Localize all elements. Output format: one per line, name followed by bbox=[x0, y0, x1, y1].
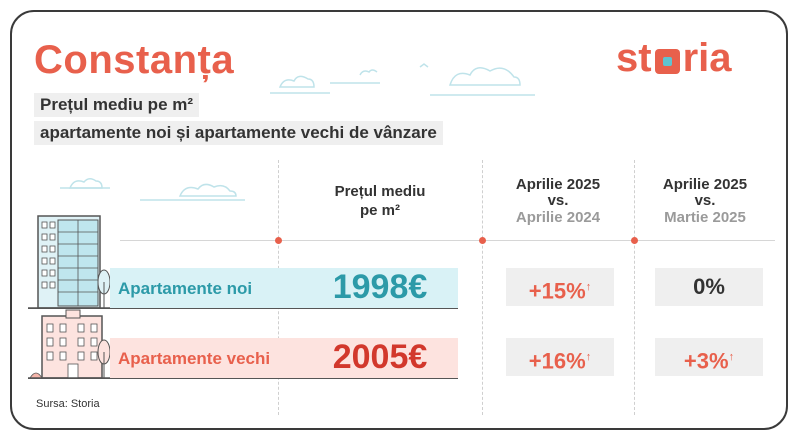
column-header-price-line1: Prețul mediu bbox=[334, 183, 426, 200]
storia-logo: st r ia bbox=[616, 36, 732, 81]
cloud-icon bbox=[60, 178, 245, 201]
row-label-vechi: Apartamente vechi bbox=[118, 349, 271, 368]
row-price-noi: 1998€ bbox=[332, 268, 428, 306]
tree-icon bbox=[97, 339, 111, 378]
logo-square-icon bbox=[654, 49, 680, 74]
column-header-mom-line2: vs. bbox=[694, 192, 716, 209]
divider-dot bbox=[275, 237, 282, 244]
city-title: Constanța bbox=[34, 38, 235, 82]
column-header-mom: Aprilie 2025 vs. Martie 2025 bbox=[642, 175, 768, 227]
header-divider bbox=[120, 240, 775, 241]
row-yoy-vechi-value: +16% bbox=[528, 348, 586, 374]
column-header-mom-line1: Aprilie 2025 bbox=[662, 176, 748, 193]
subtitle-line2: apartamente noi și apartamente vechi de … bbox=[34, 121, 443, 145]
column-header-yoy-line3: Aprilie 2024 bbox=[515, 209, 601, 226]
row-underline bbox=[28, 378, 458, 379]
column-header-yoy-line2: vs. bbox=[547, 192, 569, 209]
column-header-price: Prețul mediu pe m² bbox=[300, 182, 460, 220]
row-band-noi bbox=[110, 268, 458, 308]
source-note: Sursa: Storia bbox=[36, 398, 100, 410]
row-mom-vechi: +3%↑ bbox=[655, 338, 763, 376]
column-divider bbox=[482, 160, 483, 415]
column-header-yoy: Aprilie 2025 vs. Aprilie 2024 bbox=[490, 175, 626, 227]
arrow-up-icon: ↑ bbox=[585, 351, 592, 363]
column-header-yoy-line1: Aprilie 2025 bbox=[515, 176, 601, 193]
row-mom-vechi-value: +3% bbox=[683, 348, 729, 374]
column-divider bbox=[634, 160, 635, 415]
row-yoy-noi-value: +15% bbox=[528, 278, 586, 304]
row-label-noi: Apartamente noi bbox=[118, 279, 253, 298]
row-yoy-noi: +15%↑ bbox=[506, 268, 614, 306]
divider-dot bbox=[631, 237, 638, 244]
row-mom-noi: 0% bbox=[655, 268, 763, 306]
row-band-vechi bbox=[110, 338, 458, 378]
divider-dot bbox=[479, 237, 486, 244]
row-underline bbox=[28, 308, 458, 309]
column-header-mom-line3: Martie 2025 bbox=[664, 209, 746, 226]
row-mom-noi-value: 0% bbox=[693, 274, 725, 299]
logo-text-part1: st bbox=[616, 36, 652, 80]
apartment-building-new-icon bbox=[28, 215, 113, 309]
arrow-up-icon: ↑ bbox=[585, 281, 592, 293]
logo-text-part2: r bbox=[682, 36, 699, 80]
row-price-vechi: 2005€ bbox=[332, 338, 428, 376]
row-yoy-vechi: +16%↑ bbox=[506, 338, 614, 376]
cloud-icon bbox=[270, 63, 535, 96]
column-header-price-line2: pe m² bbox=[359, 202, 400, 219]
logo-text-part3: ia bbox=[698, 36, 732, 80]
subtitle-line1: Prețul mediu pe m² bbox=[34, 93, 200, 117]
arrow-up-icon: ↑ bbox=[728, 351, 735, 363]
